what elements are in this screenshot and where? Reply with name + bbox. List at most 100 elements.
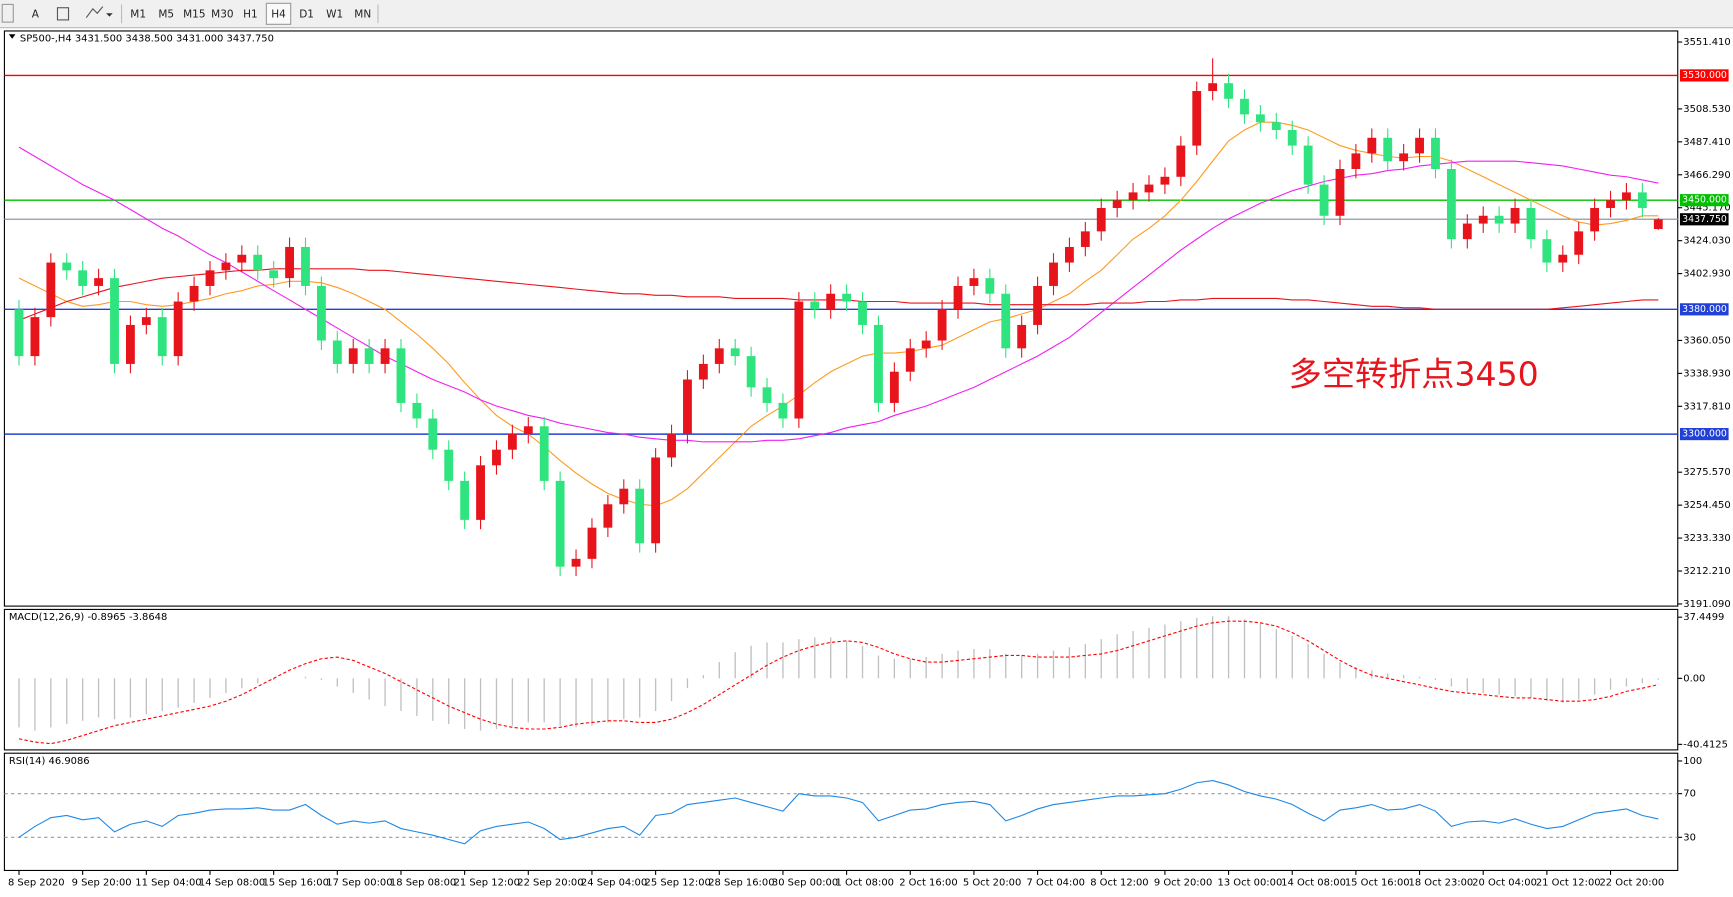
price-label: 3450.000 xyxy=(1682,195,1727,206)
candle-body xyxy=(603,504,613,528)
timeframe-button[interactable]: M15 xyxy=(183,8,205,20)
y-tick-label: 3254.450 xyxy=(1683,500,1730,511)
timeframe-button[interactable]: H1 xyxy=(243,8,258,20)
y-tick-label: 3551.410 xyxy=(1683,37,1730,48)
x-tick-label: 28 Sep 16:00 xyxy=(708,878,774,889)
timeframe-button[interactable]: W1 xyxy=(326,8,343,20)
price-label-box xyxy=(1679,428,1729,441)
candle-body xyxy=(1542,239,1552,263)
candle-body xyxy=(507,434,517,450)
candle-body xyxy=(62,262,72,271)
icon-cursor[interactable] xyxy=(1,3,14,23)
candle-body xyxy=(1271,122,1281,130)
candle-body xyxy=(651,457,661,544)
y-tick-label: 3191.090 xyxy=(1683,599,1730,610)
candle-body xyxy=(985,278,995,294)
candle-body xyxy=(889,371,899,403)
icon-shapes[interactable] xyxy=(85,6,104,19)
x-tick-label: 13 Oct 00:00 xyxy=(1218,878,1283,889)
candle-body xyxy=(1478,215,1488,224)
candle-body xyxy=(667,434,676,458)
candle-body xyxy=(348,348,358,364)
text-tool[interactable]: A xyxy=(32,8,40,20)
rsi-panel xyxy=(3,752,1679,872)
price-label: 3380.000 xyxy=(1682,304,1727,315)
candle-body xyxy=(157,317,167,357)
candle-body xyxy=(253,254,263,271)
candle-body xyxy=(714,348,724,364)
x-tick-label: 17 Sep 00:00 xyxy=(326,878,392,889)
x-tick-label: 7 Oct 04:00 xyxy=(1027,878,1085,889)
y-tick-label: 37.4499 xyxy=(1683,612,1724,623)
candle-body xyxy=(1494,215,1504,224)
x-tick-label: 11 Sep 04:00 xyxy=(135,878,201,889)
candle-body xyxy=(1112,200,1122,208)
candle-body xyxy=(842,293,852,302)
candle-body xyxy=(173,301,183,357)
timeframe-button[interactable]: M30 xyxy=(211,8,233,20)
price-label: 3300.000 xyxy=(1682,429,1727,440)
y-tick-label: 3360.050 xyxy=(1683,335,1730,346)
candle-body xyxy=(1526,207,1536,240)
y-tick-label: 0.00 xyxy=(1683,673,1705,684)
candle-body xyxy=(1001,293,1011,349)
y-tick-label: 70 xyxy=(1683,789,1696,800)
timeframe-button[interactable]: M5 xyxy=(158,8,174,20)
candle-body xyxy=(1351,153,1361,169)
y-tick-label: 3508.530 xyxy=(1683,104,1730,115)
candle-body xyxy=(1160,176,1170,185)
timeframe-button[interactable]: D1 xyxy=(299,8,314,20)
candle-body xyxy=(635,488,645,544)
timeframe-button[interactable]: H4 xyxy=(271,8,286,20)
candle-body xyxy=(1399,153,1409,162)
timeframe-active xyxy=(265,2,292,25)
candle-body xyxy=(396,348,406,403)
candle-body xyxy=(78,270,88,286)
x-tick-label: 21 Oct 12:00 xyxy=(1536,878,1601,889)
candle-body xyxy=(1462,223,1472,240)
x-tick-label: 9 Oct 20:00 xyxy=(1154,878,1212,889)
candle-body xyxy=(1367,137,1377,154)
candle-body xyxy=(778,402,788,419)
icon-label[interactable] xyxy=(56,7,70,21)
candle-body xyxy=(1255,114,1265,123)
icon-dropdown[interactable] xyxy=(106,13,113,17)
x-tick-label: 1 Oct 08:00 xyxy=(836,878,894,889)
candle-body xyxy=(1176,145,1186,177)
candle-body xyxy=(1653,219,1663,230)
candle-body xyxy=(746,356,756,388)
timeframe-button[interactable]: M1 xyxy=(130,8,146,20)
candle-body xyxy=(476,465,485,520)
candle-body xyxy=(953,285,963,310)
candle-body xyxy=(1303,145,1313,185)
toolbar-icons: A xyxy=(1,3,123,24)
candle-body xyxy=(460,480,470,520)
candle-body xyxy=(1080,231,1090,247)
price-label: 3530.000 xyxy=(1682,70,1727,81)
y-tick-label: 3445.170 xyxy=(1683,203,1730,214)
candle-body xyxy=(810,301,820,310)
x-tick-label: 15 Oct 16:00 xyxy=(1345,878,1410,889)
candle-body xyxy=(94,278,104,286)
candle-body xyxy=(1446,168,1456,240)
candle-body xyxy=(1208,83,1218,92)
candle-body xyxy=(1590,207,1600,232)
candle-body xyxy=(1319,184,1329,216)
candle-body xyxy=(14,309,24,357)
timeframe-button[interactable]: MN xyxy=(354,8,371,20)
candle-body xyxy=(858,301,867,325)
candle-body xyxy=(364,348,374,364)
x-tick-label: 22 Sep 20:00 xyxy=(517,878,583,889)
y-tick-label: -40.4125 xyxy=(1683,739,1728,750)
candle-body xyxy=(428,418,438,450)
candle-body xyxy=(969,278,979,286)
y-tick-label: 3233.330 xyxy=(1683,533,1730,544)
candle-body xyxy=(1049,262,1058,286)
annotation: 多空转折点3450 xyxy=(1289,355,1539,394)
candle-body xyxy=(826,293,836,310)
x-tick-label: 18 Oct 23:00 xyxy=(1409,878,1474,889)
moving-average xyxy=(18,146,1659,443)
y-tick-label: 3487.410 xyxy=(1683,137,1730,148)
candle-body xyxy=(1415,137,1424,154)
candle-body xyxy=(1558,254,1568,263)
